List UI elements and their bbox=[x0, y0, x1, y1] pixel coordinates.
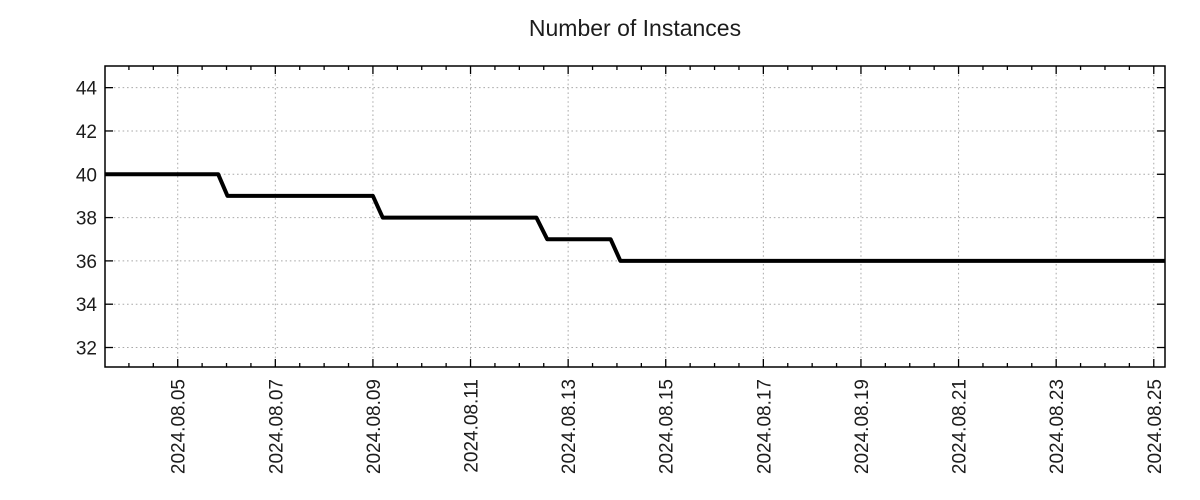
y-tick-label: 38 bbox=[76, 209, 97, 230]
y-tick-label: 36 bbox=[76, 252, 97, 273]
x-tick-label: 2024.08.19 bbox=[852, 379, 873, 474]
plot-border bbox=[104, 65, 1166, 368]
x-tick-label: 2024.08.17 bbox=[754, 379, 775, 474]
y-tick-label: 32 bbox=[76, 339, 97, 360]
grid-lines bbox=[105, 66, 1165, 367]
y-tick-label: 42 bbox=[76, 122, 97, 143]
y-tick-label: 44 bbox=[76, 79, 98, 100]
data-line-instances bbox=[105, 172, 1165, 263]
x-tick-label: 2024.08.07 bbox=[266, 379, 287, 474]
x-tick-label: 2024.08.23 bbox=[1047, 379, 1068, 474]
y-axis-tick-labels: 44 42 40 38 36 34 32 bbox=[76, 79, 98, 360]
x-tick-label: 2024.08.09 bbox=[364, 379, 385, 474]
x-tick-label: 2024.08.05 bbox=[169, 379, 190, 474]
x-tick-label: 2024.08.25 bbox=[1145, 379, 1166, 474]
x-tick-label: 2024.08.11 bbox=[462, 379, 483, 473]
y-tick-label: 34 bbox=[76, 295, 98, 316]
x-tick-label: 2024.08.15 bbox=[657, 379, 678, 474]
y-tick-label: 40 bbox=[76, 165, 97, 186]
x-tick-label: 2024.08.21 bbox=[950, 379, 971, 474]
axis-ticks bbox=[105, 66, 1165, 367]
x-tick-label: 2024.08.13 bbox=[559, 379, 580, 474]
chart-title: Number of Instances bbox=[529, 15, 741, 41]
x-axis-tick-labels: 2024.08.05 2024.08.07 2024.08.09 2024.08.11… bbox=[169, 379, 1166, 474]
